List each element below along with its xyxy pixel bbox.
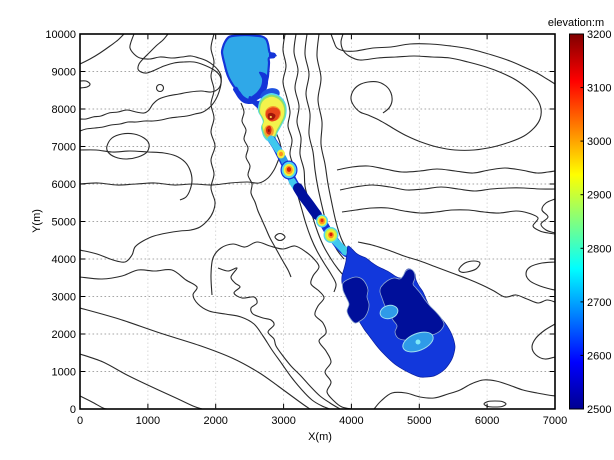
svg-text:10000: 10000 xyxy=(45,29,76,41)
svg-text:2800: 2800 xyxy=(587,243,611,255)
svg-text:0: 0 xyxy=(77,415,83,427)
svg-text:1000: 1000 xyxy=(136,415,160,427)
svg-text:5000: 5000 xyxy=(52,217,76,229)
svg-text:8000: 8000 xyxy=(52,104,76,116)
svg-text:2700: 2700 xyxy=(587,297,611,309)
svg-text:1000: 1000 xyxy=(52,367,76,379)
svg-text:2900: 2900 xyxy=(587,190,611,202)
svg-text:4000: 4000 xyxy=(339,415,363,427)
svg-text:5000: 5000 xyxy=(407,415,431,427)
svg-text:2600: 2600 xyxy=(587,350,611,362)
svg-text:3000: 3000 xyxy=(52,292,76,304)
svg-text:9000: 9000 xyxy=(52,67,76,79)
svg-text:3000: 3000 xyxy=(271,415,295,427)
svg-text:6000: 6000 xyxy=(52,179,76,191)
svg-text:7000: 7000 xyxy=(543,415,567,427)
svg-text:0: 0 xyxy=(70,404,76,416)
svg-text:Y(m): Y(m) xyxy=(31,209,43,233)
svg-text:X(m): X(m) xyxy=(308,431,332,443)
svg-text:3200: 3200 xyxy=(587,29,611,41)
svg-text:4000: 4000 xyxy=(52,254,76,266)
svg-text:6000: 6000 xyxy=(475,415,499,427)
svg-text:elevation:m: elevation:m xyxy=(548,17,604,29)
svg-text:7000: 7000 xyxy=(52,142,76,154)
svg-text:2000: 2000 xyxy=(52,329,76,341)
svg-text:3000: 3000 xyxy=(587,136,611,148)
svg-text:3100: 3100 xyxy=(587,83,611,95)
svg-text:2000: 2000 xyxy=(203,415,227,427)
svg-text:2500: 2500 xyxy=(587,404,611,416)
